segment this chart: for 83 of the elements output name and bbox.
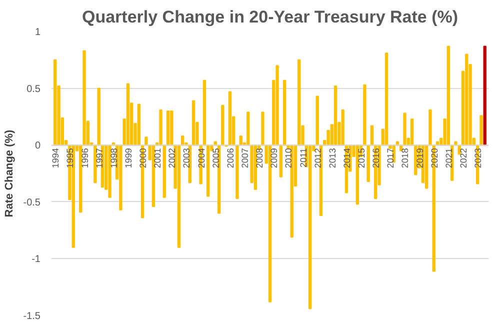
x-tick-label: 2006: [225, 148, 236, 168]
x-tick-label: 2000: [138, 148, 148, 168]
bar: [202, 80, 206, 146]
bar: [228, 91, 232, 146]
x-tick-label: 1995: [65, 148, 76, 168]
bar: [246, 112, 250, 146]
x-tick-label: 2008: [254, 148, 265, 168]
bar: [192, 100, 196, 146]
x-tick-label: 2002: [167, 148, 178, 168]
bar: [446, 46, 450, 146]
x-tick-label: 2009: [269, 148, 280, 168]
x-tick-label: 2012: [312, 148, 323, 168]
bar: [170, 110, 174, 146]
bar: [276, 65, 279, 146]
x-tick-label: 2021: [444, 148, 454, 168]
bar: [316, 96, 319, 146]
bar: [298, 59, 301, 146]
bar: [119, 144, 122, 210]
bar: [236, 144, 239, 199]
x-tick-label: 1997: [94, 148, 104, 168]
bar: [97, 88, 100, 146]
x-tick-label: 2013: [327, 148, 338, 168]
bar: [414, 144, 418, 176]
x-tick-label: 2017: [386, 148, 396, 168]
x-tick-label: 2001: [152, 148, 163, 168]
bar: [480, 115, 483, 146]
x-tick-label: 1994: [50, 148, 61, 168]
x-tick-label: 2022: [458, 148, 469, 168]
chart-title: Quarterly Change in 20-Year Treasury Rate (%): [82, 8, 458, 26]
bar: [159, 109, 162, 146]
x-tick-label: 2016: [371, 148, 382, 168]
x-tick-label: 2010: [284, 148, 294, 168]
x-tick-label: 2015: [356, 148, 367, 168]
bar: [308, 144, 312, 310]
bar: [384, 52, 388, 146]
bar: [108, 144, 112, 198]
bar: [137, 104, 140, 146]
bar: [261, 112, 264, 146]
bar: [341, 109, 344, 146]
bar: [454, 141, 458, 146]
x-tick-label: 2011: [298, 148, 308, 168]
bar: [366, 144, 370, 182]
y-tick-label: -1: [32, 254, 41, 266]
bar: [94, 144, 97, 184]
x-tick-label: 1998: [108, 148, 119, 168]
bar: [425, 144, 428, 189]
bar: [410, 118, 414, 146]
x-tick-label: 2023: [473, 148, 484, 168]
x-tick-label: 2020: [429, 148, 440, 168]
x-tick-label: 2018: [400, 148, 410, 168]
x-tick-label: 2004: [196, 148, 206, 168]
y-tick-label: -0.5: [23, 197, 41, 208]
y-tick-label: 0: [34, 140, 41, 152]
bar: [221, 104, 224, 146]
x-tick-label: 2019: [414, 148, 425, 168]
bar: [428, 109, 432, 146]
bar: [403, 112, 406, 146]
bar: [82, 50, 86, 146]
bar: [177, 144, 181, 248]
bar: [483, 46, 486, 146]
y-tick-label: 0.5: [26, 84, 41, 95]
bar: [465, 54, 468, 146]
y-axis-title: Rate Change (%): [3, 129, 16, 218]
x-tick-label: 2005: [210, 148, 221, 168]
y-tick-label: -1.5: [23, 311, 41, 322]
x-tick-label: 1996: [80, 148, 90, 168]
bar: [126, 83, 130, 146]
bar: [279, 144, 283, 178]
bar: [54, 59, 57, 146]
bar: [268, 144, 272, 302]
bar: [206, 144, 210, 197]
bar: [166, 110, 170, 146]
bar: [282, 80, 286, 146]
bar: [144, 136, 148, 146]
x-tick-label: 2007: [240, 148, 250, 168]
bar: [334, 86, 338, 146]
bar: [162, 144, 166, 198]
y-tick-label: 1: [34, 27, 41, 38]
bar: [79, 144, 82, 213]
bar: [363, 84, 366, 146]
x-tick-label: 1999: [123, 148, 134, 168]
x-tick-label: 2003: [182, 148, 192, 168]
x-tick-label: 2014: [342, 148, 352, 168]
